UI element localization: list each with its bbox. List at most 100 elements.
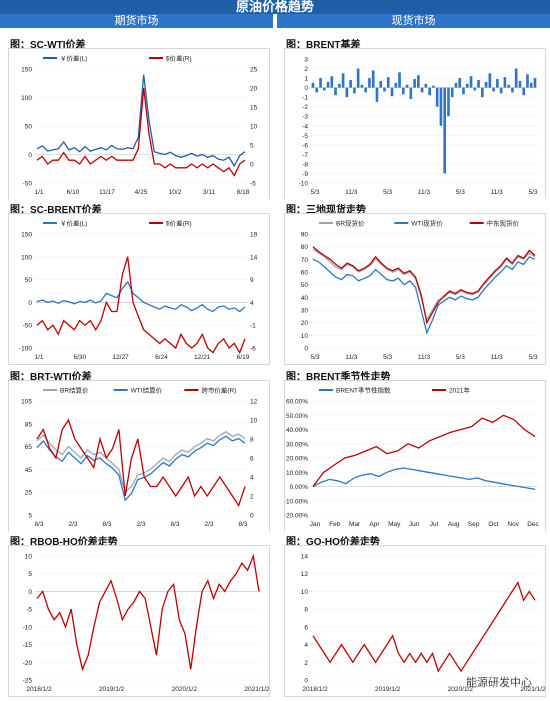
x-tick-label: 2/3: [136, 521, 145, 528]
y-right-tick-label: 5: [250, 143, 254, 150]
y-tick-label: 150: [21, 232, 32, 239]
y-tick-label: -5: [302, 133, 308, 140]
x-tick-label: Jun: [409, 521, 420, 528]
y-right-tick-label: 4: [250, 300, 254, 307]
y-right-tick-label: -5: [250, 181, 256, 188]
legend-label: BR结算价: [60, 386, 89, 395]
x-tick-label: Jul: [430, 521, 439, 528]
x-tick-label: 2/3: [204, 521, 213, 528]
bar: [401, 87, 405, 95]
legend-label: $价差(R): [166, 219, 192, 228]
panel-spot3: 图：三地现货走势 0 10 20 30 40 50 60 70 80 90 5/3 11/3 5/3 11…: [280, 199, 548, 365]
x-tick-label: 2019/1/2: [375, 686, 401, 693]
bar: [450, 87, 454, 98]
bar: [484, 81, 488, 88]
bar: [462, 87, 465, 95]
x-tick-label: 12/27: [112, 354, 129, 361]
legend-label: BRENT季节性指数: [336, 386, 391, 395]
series-line: [312, 255, 536, 335]
y-tick-label: 10: [301, 589, 309, 596]
x-tick-label: 11/3: [491, 354, 504, 361]
x-tick-label: Dec: [527, 521, 539, 528]
bar: [447, 87, 450, 117]
chart-brt-wti: 5 25 45 65 85 105 0 2 4 6 8 10 12 8/3 2/3 8/3 2/3 8/3 2/3 8…: [21, 386, 258, 529]
legend-label: BR现货价: [336, 219, 365, 228]
chart-title: 图：BRENT基差: [286, 40, 361, 51]
y-tick-label: 70: [301, 257, 309, 264]
x-tick-label: Jan: [310, 521, 321, 528]
series-line: [36, 256, 246, 355]
y-tick-label: -10: [299, 181, 309, 188]
legend-label: ￥价差(L): [60, 54, 87, 63]
bar: [390, 87, 394, 97]
x-tick-label: Sep: [468, 521, 480, 528]
bar: [405, 84, 409, 88]
legend-label: ￥价差(L): [60, 219, 87, 228]
bar: [469, 76, 473, 88]
y-tick-label: -50: [23, 323, 33, 330]
y-right-tick-label: 14: [250, 254, 258, 261]
bar: [326, 81, 330, 88]
y-tick-label: 0: [304, 85, 308, 92]
y-tick-label: 65: [25, 444, 33, 451]
bar: [424, 83, 428, 88]
y-tick-label: 45: [25, 467, 33, 474]
y-tick-label: 20.00%: [286, 456, 308, 463]
chart-title: 图：BRENT季节性走势: [286, 372, 391, 383]
bar: [349, 79, 352, 88]
series-line: [36, 280, 246, 313]
y-tick-label: 0: [304, 678, 308, 685]
bar: [496, 79, 499, 88]
y-right-tick-label: 15: [250, 105, 258, 112]
y-right-tick-label: 6: [250, 456, 254, 463]
series-line: [312, 467, 536, 490]
bar: [514, 68, 518, 88]
x-tick-label: 2020/1/2: [172, 686, 198, 693]
bar: [488, 73, 492, 88]
bar: [481, 87, 484, 98]
bar: [371, 70, 375, 88]
y-tick-label: -20: [23, 660, 33, 667]
x-tick-label: 5/3: [528, 354, 537, 361]
bar: [435, 87, 439, 107]
series-line: [312, 414, 536, 487]
y-right-tick-label: 2: [250, 494, 254, 501]
bar: [322, 87, 326, 91]
bar: [353, 87, 356, 94]
x-tick-label: 6/10: [67, 189, 80, 196]
y-tick-label: 4: [304, 642, 308, 649]
x-tick-label: 11/3: [418, 189, 431, 196]
x-tick-label: 5/3: [310, 189, 319, 196]
y-tick-label: -1: [302, 95, 308, 102]
x-tick-label: Oct: [488, 521, 498, 528]
x-tick-label: Nov: [507, 521, 519, 528]
x-tick-label: 4/25: [135, 189, 148, 196]
chart-title: 图：GO-HO价差走势: [286, 537, 380, 548]
legend-label: WTI现货价: [411, 219, 443, 228]
bar: [360, 84, 364, 88]
y-right-tick-label: 10: [250, 124, 258, 131]
chart-title: 图：三地现货走势: [286, 205, 366, 216]
bar: [334, 87, 337, 96]
left-column-header: 期货市场: [0, 14, 273, 28]
y-tick-label: 5: [28, 513, 32, 520]
chart-title: 图：BRT-WTI价差: [10, 372, 92, 383]
bar: [503, 77, 507, 88]
y-tick-label: 0: [28, 300, 32, 307]
bar: [439, 87, 443, 126]
bar: [356, 68, 360, 88]
y-tick-label: -10: [23, 624, 33, 631]
x-tick-label: 2021/1/2: [244, 686, 269, 693]
x-tick-label: 2021/1/2: [520, 686, 545, 693]
x-tick-label: 10/2: [169, 189, 182, 196]
y-right-tick-label: 19: [250, 232, 258, 239]
panel-brent-basis: 图：BRENT基差 -10 -9 -8 -7 -6 -5 -4 -3 -2 -1 0 1 2 3 5/3 11…: [280, 34, 548, 200]
x-tick-label: 2018/1/2: [302, 686, 328, 693]
y-right-tick-label: 9: [250, 277, 254, 284]
bar: [386, 77, 390, 88]
y-tick-label: 20: [301, 320, 309, 327]
y-right-tick-label: 10: [250, 418, 258, 425]
panel-sc-wti: 图：SC-WTI价差 -50 0 50 100 150 -5 0 5 10 15 20 25 1/1 6/…: [4, 34, 272, 200]
bar: [379, 80, 383, 88]
